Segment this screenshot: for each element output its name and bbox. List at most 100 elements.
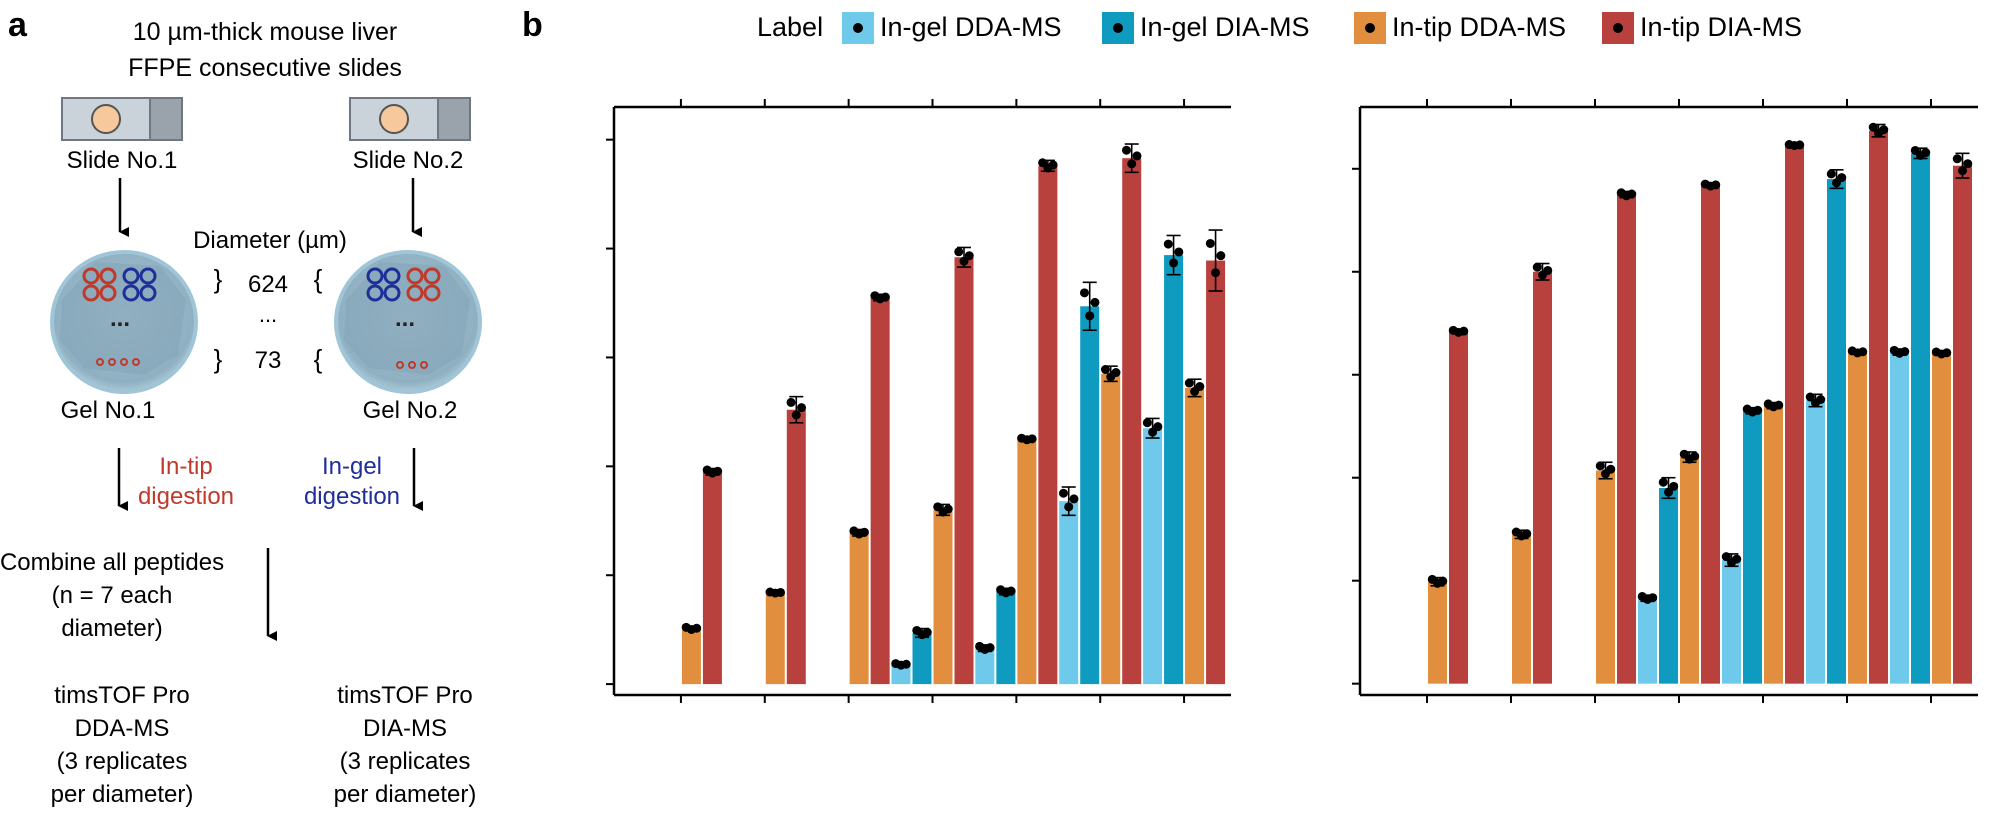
replicate-point [1664,487,1673,497]
bar-in-tip-dda-ms [1185,387,1205,685]
replicate-point [1805,392,1815,402]
replicate-point [1658,477,1668,487]
slide-1-icon [61,97,183,141]
bar-in-gel-dia-ms [1911,153,1930,684]
bar-in-gel-dia-ms [1164,255,1184,685]
replicate-point [1669,481,1679,491]
replicate-point [1958,166,1967,176]
legend: Label In-gel DDA-MS In-gel DIA-MS In-tip… [757,12,1802,44]
bar-in-gel-dia-ms [1743,410,1762,684]
replicate-point [1438,576,1448,586]
bar-in-gel-dia-ms [1827,179,1846,684]
replicate-point [1753,405,1763,415]
replicate-point [1174,247,1184,257]
replicate-point [1826,169,1836,179]
bar-in-tip-dda-ms [1848,352,1867,684]
replicate-point [786,397,796,407]
legend-label-intip-dda: In-tip DDA-MS [1392,12,1566,42]
bar-in-gel-dda-ms [1722,560,1741,684]
dda-line-4: per diameter) [51,781,194,808]
bar-in-gel-dda-ms [975,648,995,685]
bar-in-tip-dia-ms [1533,271,1552,684]
bar-in-tip-dia-ms [954,257,974,685]
replicate-point [1079,288,1089,298]
replicate-point [692,623,702,633]
replicate-point [1522,529,1532,539]
bar-in-tip-dda-ms [1017,439,1037,685]
replicate-point [1169,258,1179,268]
replicate-point [713,466,723,476]
bar-in-gel-dia-ms [996,591,1016,685]
bar-in-tip-dia-ms [1449,331,1468,684]
combine-line-2: (n = 7 each [52,582,173,609]
svg-text:{: { [314,264,323,294]
intip-label-1: In-tip [159,453,212,480]
chart-proteins [1352,99,1978,703]
dda-line-2: DDA-MS [75,715,170,742]
replicate-point [880,292,890,302]
replicate-point [797,403,807,413]
panel-a-title-line1: 10 µm-thick mouse liver [133,18,397,46]
bar-in-gel-dda-ms [1143,428,1163,685]
slide-1-label: Slide No.1 [67,147,178,174]
replicate-point [1142,418,1152,428]
gel-1-dish: ... [50,250,198,394]
intip-label-2: digestion [138,483,234,510]
replicate-point [859,527,869,537]
diameter-min: 73 [255,347,282,374]
bar-in-tip-dia-ms [870,297,890,685]
replicate-point [1595,461,1605,471]
replicate-point [1459,326,1469,336]
replicate-point [1837,173,1847,183]
replicate-point [1532,262,1542,272]
svg-text:}: } [214,264,223,294]
panel-a-letter: a [8,6,28,44]
bar-in-tip-dda-ms [1680,457,1699,684]
replicate-point [1121,145,1131,155]
bar-in-tip-dda-ms [1101,373,1121,685]
bar-in-tip-dia-ms [786,409,806,685]
svg-text:...: ... [395,305,415,332]
panel-b-letter: b [522,6,543,44]
bar-in-gel-dia-ms [1080,306,1100,685]
svg-text:...: ... [110,305,130,332]
replicate-point [1816,394,1826,404]
chart-peptides [606,99,1231,703]
bar-in-gel-dda-ms [1638,598,1657,684]
bar-in-gel-dda-ms [891,664,911,685]
bar-in-tip-dia-ms [1122,158,1142,685]
bar-in-gel-dda-ms [1059,501,1079,685]
dia-line-2: DIA-MS [363,715,447,742]
replicate-point [1048,160,1058,170]
replicate-point [1111,368,1121,378]
combine-line-3: diameter) [61,615,162,642]
replicate-point [922,627,932,637]
legend-title: Label [757,12,823,42]
replicate-point [1868,122,1878,132]
dia-line-1: timsTOF Pro [337,682,473,709]
replicate-point [1132,151,1142,161]
dia-line-3: (3 replicates [340,748,471,775]
dda-line-1: timsTOF Pro [54,682,190,709]
replicate-point [1648,593,1658,603]
legend-dot-intip-dia [1613,23,1623,33]
bar-in-tip-dia-ms [1869,130,1888,684]
replicate-point [1127,159,1137,169]
bar-in-gel-dda-ms [1806,400,1825,684]
replicate-point [1606,464,1616,474]
replicate-point [1543,265,1553,275]
replicate-point [1690,451,1700,461]
slide-2-label: Slide No.2 [353,147,464,174]
panel-a-title-line2: FFPE consecutive slides [128,54,402,82]
bar-in-gel-dda-ms [1890,352,1909,684]
bar-in-gel-dia-ms [912,632,932,685]
bar-in-tip-dda-ms [849,532,869,685]
replicate-point [1184,378,1194,388]
replicate-point [1163,239,1173,249]
svg-text:{: { [314,344,323,374]
replicate-point [1153,422,1163,432]
panel-a: a 10 µm-thick mouse liver FFPE consecuti… [0,6,482,808]
gel-2-dish: ... [334,250,482,394]
replicate-point [1732,554,1742,564]
replicate-point [1100,365,1110,375]
